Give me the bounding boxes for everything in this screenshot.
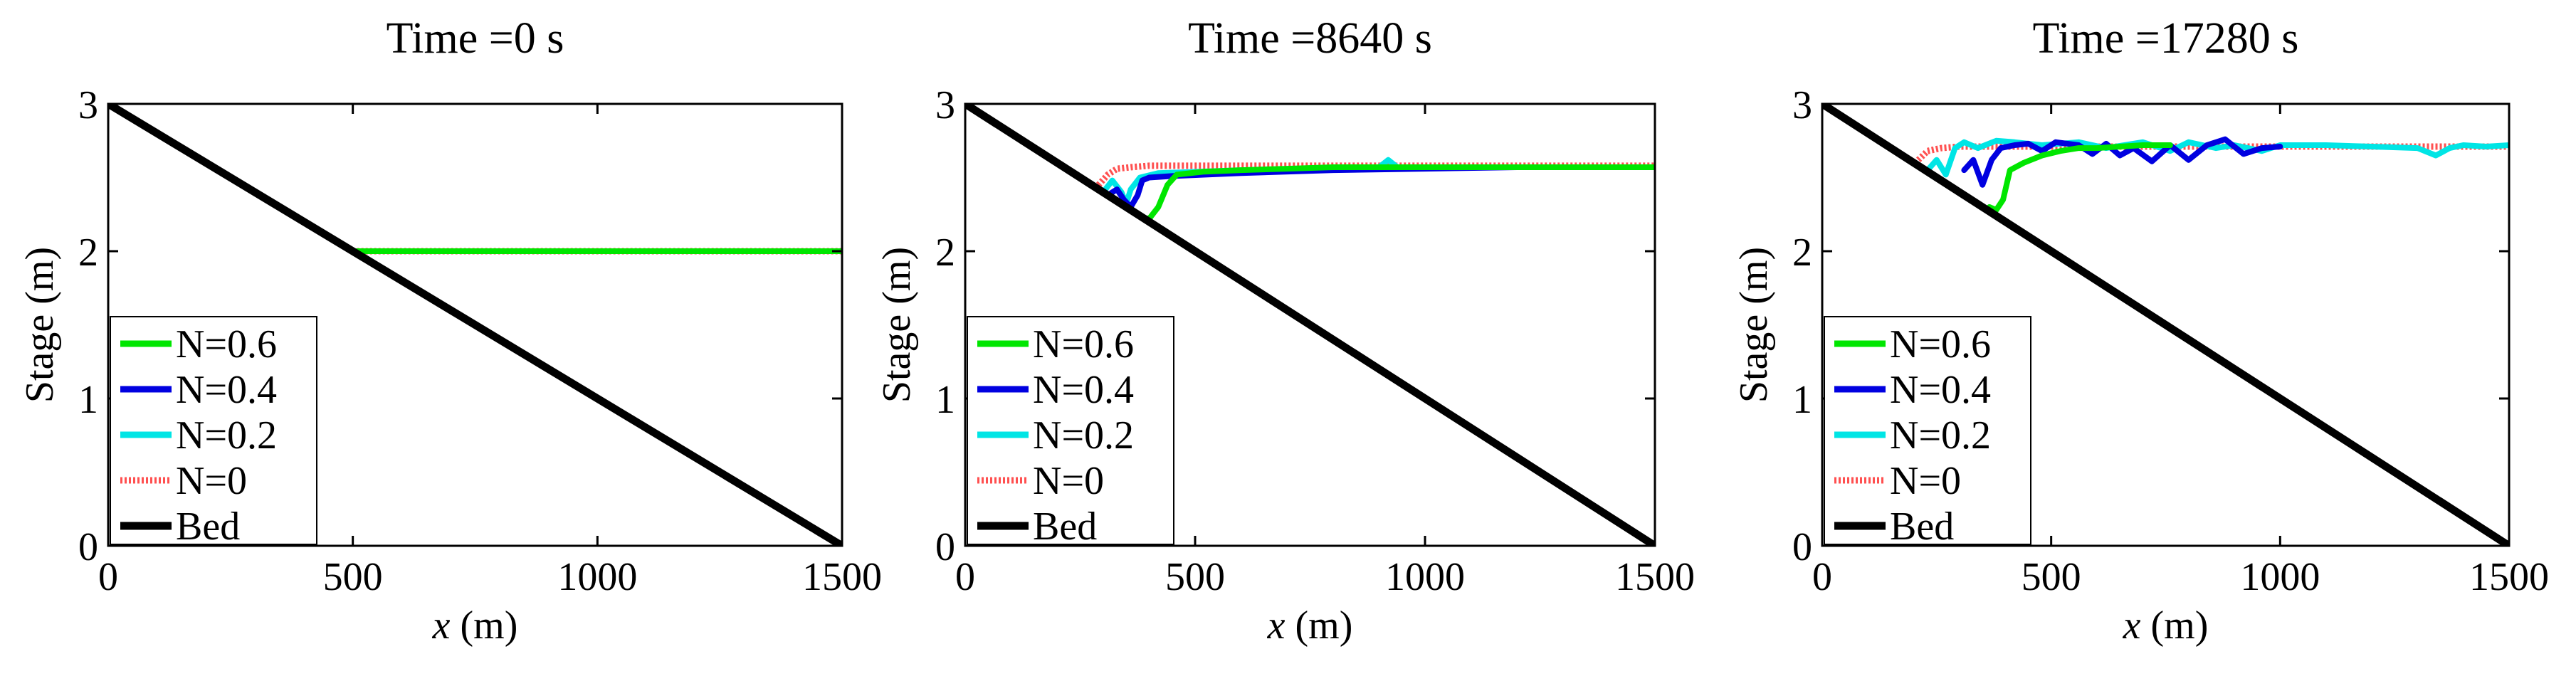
x-tick-label: 1000	[1385, 555, 1465, 599]
x-axis-label-var: x	[2123, 603, 2141, 648]
y-axis-label: Stage (m)	[1732, 247, 1776, 403]
x-tick-label: 500	[323, 555, 383, 599]
legend-label: N=0.2	[1033, 413, 1134, 458]
y-axis-label: Stage (m)	[18, 247, 62, 403]
x-axis-label-var: x	[1267, 603, 1286, 648]
x-tick-label: 1500	[802, 555, 882, 599]
x-tick-label: 500	[2022, 555, 2081, 599]
y-tick-label: 1	[935, 378, 955, 422]
x-tick-label: 1000	[557, 555, 637, 599]
y-tick-label: 3	[1792, 83, 1812, 127]
legend-label: N=0.6	[1890, 322, 1991, 366]
x-axis-label-unit: (m)	[451, 603, 518, 648]
axes-box	[964, 102, 1656, 547]
legend-box	[110, 316, 317, 545]
legend-label: N=0	[176, 459, 247, 503]
chart-title: Time =8640 s	[1188, 14, 1432, 63]
legend-label: N=0.2	[1890, 413, 1991, 458]
y-tick-label: 3	[935, 83, 955, 127]
legend-box	[967, 316, 1174, 545]
legend-box	[1824, 316, 2031, 545]
x-axis-label-var: x	[432, 603, 451, 648]
legend-label: N=0	[1033, 459, 1104, 503]
y-tick-label: 2	[78, 231, 98, 275]
series-line-n-0	[1915, 143, 2509, 162]
legend-label: N=0	[1890, 459, 1961, 503]
x-tick-label: 1000	[2240, 555, 2320, 599]
y-tick-label: 1	[1792, 378, 1812, 422]
axes-box	[107, 102, 843, 547]
x-tick-label: 0	[1812, 555, 1832, 599]
y-tick-label: 2	[935, 231, 955, 275]
chart-title: Time =0 s	[387, 14, 564, 63]
x-axis-label: x (m)	[1267, 603, 1353, 648]
y-tick-label: 0	[1792, 525, 1812, 569]
y-tick-label: 2	[1792, 231, 1812, 275]
x-axis-label: x (m)	[2123, 603, 2209, 648]
x-tick-label: 0	[955, 555, 975, 599]
legend-label: N=0.6	[1033, 322, 1134, 366]
x-axis-label: x (m)	[432, 603, 518, 648]
y-tick-label: 0	[935, 525, 955, 569]
chart-panel-1: Time =0 s 0 500 1000 1500 0 1 2 3 x (m) Stage (m) N…	[18, 14, 882, 648]
x-axis-label-unit: (m)	[1286, 603, 1353, 648]
series-line-bed	[1822, 104, 2509, 546]
legend-label: N=0.4	[1890, 368, 1991, 412]
series-line-n-0-2	[1925, 137, 2509, 178]
series-line-bed	[108, 104, 842, 546]
plot-area	[965, 104, 1655, 546]
x-tick-label: 1500	[1615, 555, 1695, 599]
y-tick-label: 1	[78, 378, 98, 422]
legend-label: Bed	[1033, 505, 1097, 549]
x-tick-label: 1500	[2469, 555, 2549, 599]
plot-area	[1822, 104, 2509, 546]
legend-label: N=0.4	[176, 368, 277, 412]
series-line-n-0-6	[1139, 164, 1655, 222]
chart-panel-3: Time =17280 s 0 500 1000 1500 0 1 2 3 x (m) Stage …	[1732, 14, 2549, 648]
legend-label: N=0.6	[176, 322, 277, 366]
legend-label: Bed	[1890, 505, 1954, 549]
chart-panel-2: Time =8640 s 0 500 1000 1500 0 1 2 3 x (m) Stage (…	[875, 14, 1695, 648]
legend-label: Bed	[176, 505, 240, 549]
legend-label: N=0.4	[1033, 368, 1134, 412]
series-line-n-0-6	[1986, 142, 2173, 213]
y-tick-label: 0	[78, 525, 98, 569]
x-tick-label: 500	[1165, 555, 1225, 599]
x-tick-label: 0	[98, 555, 118, 599]
plot-area	[108, 104, 842, 546]
series-line-bed	[965, 104, 1655, 546]
x-axis-label-unit: (m)	[2141, 603, 2209, 648]
axes-box	[1821, 102, 2511, 547]
chart-title: Time =17280 s	[2033, 14, 2299, 63]
y-axis-label: Stage (m)	[875, 247, 919, 403]
legend-label: N=0.2	[176, 413, 277, 458]
y-tick-label: 3	[78, 83, 98, 127]
